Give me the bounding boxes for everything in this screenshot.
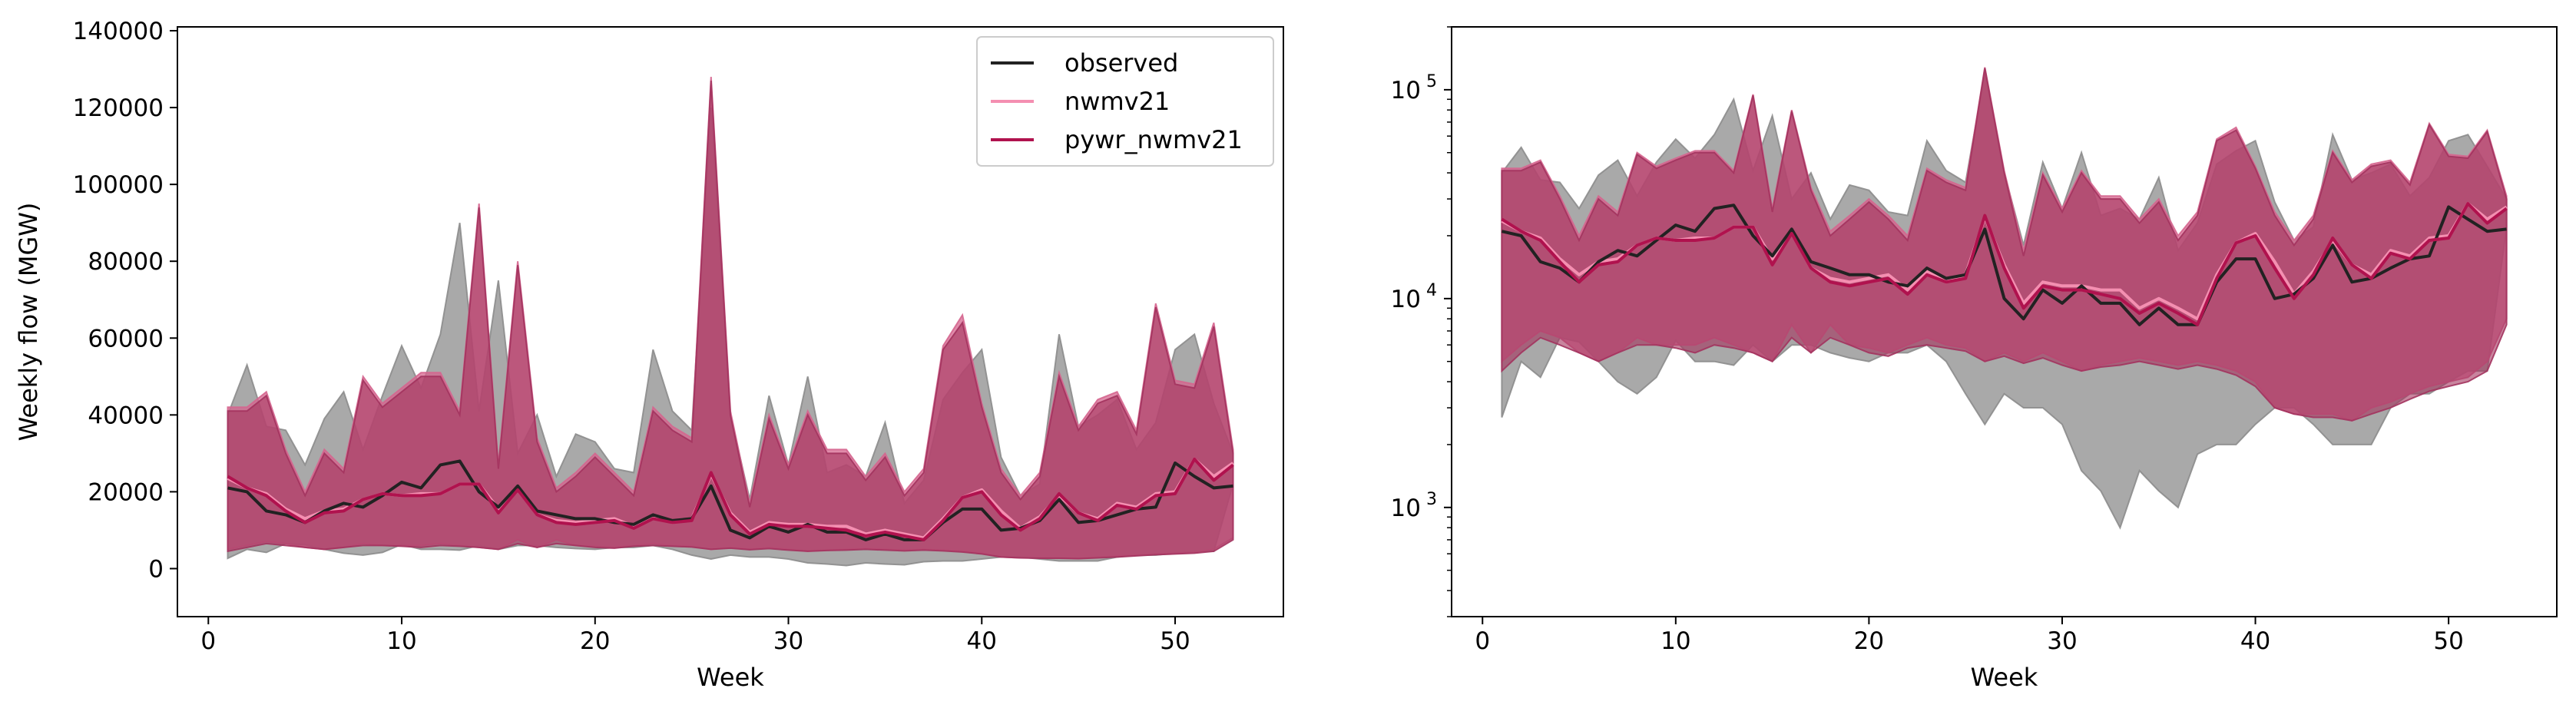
plot-area (1501, 67, 2508, 530)
y-tick-label: 80000 (88, 248, 164, 276)
series-line-observed (227, 459, 1233, 541)
y-axis-title: Weekly flow (MGW) (14, 203, 43, 442)
x-tick-label: 50 (2433, 627, 2463, 655)
y-tick-label: 10 (1391, 495, 1421, 522)
x-tick-label: 50 (1160, 627, 1190, 655)
y-tick-label: 60000 (88, 325, 164, 352)
legend: observed nwmv21 pywr_nwmv21 (976, 36, 1274, 167)
y-tick-label: 140000 (73, 18, 164, 45)
x-tick-label: 10 (386, 627, 416, 655)
y-tick-label: 40000 (88, 402, 164, 429)
series-line-observed (1501, 203, 2507, 326)
y-tick-label: 20000 (88, 478, 164, 506)
y-tick-label: 10 (1391, 77, 1421, 104)
y-tick-label: 0 (148, 555, 164, 583)
legend-box (976, 36, 1274, 167)
y-tick-exponent: 3 (1426, 490, 1437, 509)
y-tick-label: 120000 (73, 94, 164, 122)
x-tick-label: 20 (1854, 627, 1884, 655)
y-tick-exponent: 4 (1426, 281, 1437, 300)
legend-entry-nwmv21: nwmv21 (1065, 87, 1170, 116)
y-tick-label: 100000 (73, 171, 164, 199)
plot-area (227, 76, 1234, 567)
legend-entry-observed: observed (1065, 48, 1178, 78)
legend-entry-pywr_nwmv21: pywr_nwmv21 (1065, 125, 1243, 154)
x-tick-label: 30 (773, 627, 803, 655)
chart-panel-log: 0 10 20 30 40 50 10 3 10 4 10 5 Week (1391, 26, 2558, 692)
x-axis-title: Week (1971, 663, 2038, 692)
x-tick-label: 40 (967, 627, 997, 655)
y-tick-exponent: 5 (1426, 72, 1437, 91)
plot-frame (177, 26, 1284, 617)
x-axis-title: Week (697, 663, 764, 692)
series-line-pywr_nwmv21 (227, 457, 1234, 541)
range-band-pywr_nwmv21 (227, 80, 1234, 560)
x-tick-label: 30 (2047, 627, 2077, 655)
x-tick-label: 0 (200, 627, 216, 655)
series-line-pywr_nwmv21 (1501, 202, 2508, 326)
x-tick-label: 10 (1660, 627, 1690, 655)
plot-frame (1451, 26, 2558, 617)
chart-panel-linear: 0 10 20 30 40 50 0 20000 40000 60000 80000 100000 12… (14, 18, 1284, 692)
x-tick-label: 0 (1475, 627, 1490, 655)
range-band-pywr_nwmv21 (1501, 68, 2508, 422)
y-tick-label: 10 (1391, 286, 1421, 313)
x-tick-label: 40 (2240, 627, 2270, 655)
x-tick-label: 20 (580, 627, 610, 655)
